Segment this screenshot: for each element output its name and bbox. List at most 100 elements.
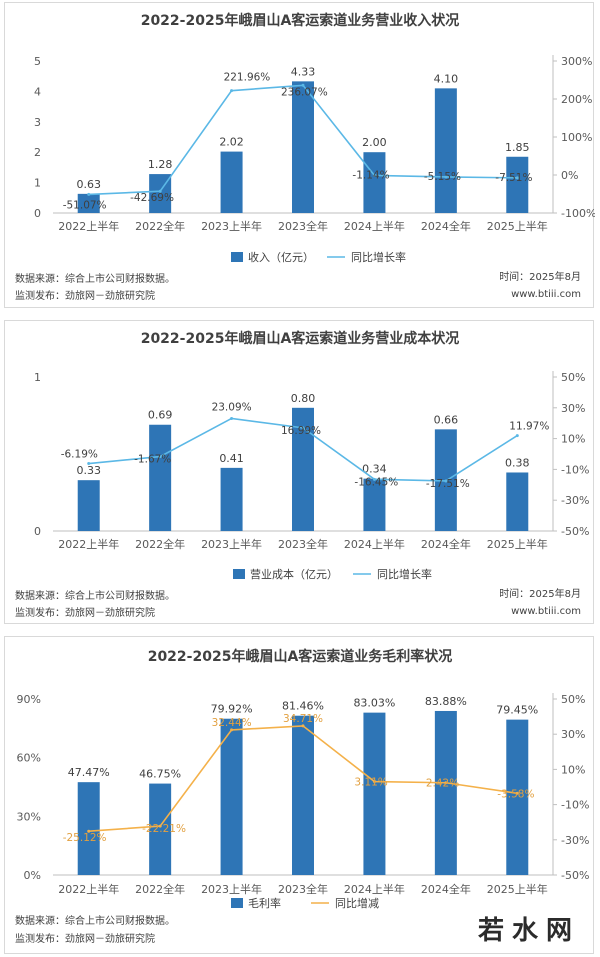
- growth-value-label: 16.99%: [281, 425, 321, 437]
- right-tick-label: 50%: [561, 693, 585, 706]
- watermark-logo: 若水网: [477, 916, 580, 946]
- bar: [220, 718, 243, 875]
- revenue-chart: 2022-2025年峨眉山A客运索道业务营业收入状况 0 1 2 3 4 5 -100% 0% 1…: [15, 12, 595, 302]
- bar: [220, 151, 243, 213]
- right-tick-label: -10%: [561, 463, 589, 476]
- growth-point: [230, 89, 234, 93]
- right-tick-label: -50%: [561, 525, 589, 538]
- bar: [220, 467, 243, 531]
- legend-bar-swatch: [231, 898, 243, 908]
- bar-value-label: 47.47%: [68, 766, 110, 779]
- bar-value-label: 0.33: [76, 464, 101, 477]
- chart-title: 2022-2025年峨眉山A客运索道业务毛利率状况: [148, 648, 453, 665]
- bar: [434, 88, 457, 213]
- right-tick-label: -100%: [561, 207, 595, 220]
- growth-value-label: -42.69%: [130, 192, 174, 204]
- growth-point: [158, 824, 162, 828]
- bar: [506, 472, 529, 531]
- bar-value-label: 2.00: [362, 136, 387, 149]
- bar: [77, 782, 100, 875]
- right-tick-label: 300%: [561, 55, 592, 68]
- growth-value-label: -5.15%: [424, 171, 461, 183]
- category-label: 2025上半年: [487, 882, 548, 896]
- legend-bar-label: 收入（亿元）: [248, 250, 314, 264]
- right-tick-label: 10%: [561, 433, 585, 446]
- footer-site: www.btiii.com: [511, 606, 581, 617]
- growth-value-label: -16.45%: [354, 476, 398, 488]
- bar-value-label: 79.92%: [211, 703, 253, 716]
- category-label: 2024全年: [421, 537, 471, 551]
- growth-value-label: -25.12%: [63, 832, 107, 844]
- growth-value-label: -3.58%: [497, 788, 534, 800]
- footer-source: 数据来源：综合上市公司财报数据。: [15, 914, 175, 927]
- footer-publisher: 监测发布：劲旅网－劲旅研究院: [15, 932, 155, 945]
- bar: [77, 193, 100, 213]
- growth-point: [301, 724, 305, 728]
- growth-point: [230, 728, 234, 732]
- growth-value-label: -7.51%: [495, 172, 532, 184]
- bar-value-label: 79.45%: [496, 704, 538, 717]
- growth-value-label: 221.96%: [224, 72, 271, 84]
- growth-point: [87, 462, 91, 466]
- growth-point: [444, 175, 448, 179]
- growth-value-label: 23.09%: [212, 401, 252, 413]
- right-tick-label: -10%: [561, 799, 589, 812]
- left-tick-label: 2: [34, 146, 41, 159]
- growth-point: [230, 416, 234, 420]
- bar-value-label: 46.75%: [139, 768, 181, 781]
- growth-value-label: -1.14%: [352, 169, 389, 181]
- bar-value-label: 83.03%: [353, 697, 395, 710]
- category-label: 2022上半年: [58, 219, 119, 233]
- footer-site: www.btiii.com: [511, 289, 581, 300]
- revenue-chart-panel: 2022-2025年峨眉山A客运索道业务营业收入状况 0 1 2 3 4 5 -100% 0% 1…: [4, 2, 595, 308]
- right-tick-label: 0%: [561, 169, 578, 182]
- cost-chart: 2022-2025年峨眉山A客运索道业务营业成本状况 0 1 -50% -30% -10%…: [15, 330, 589, 619]
- right-tick-label: 200%: [561, 93, 592, 106]
- growth-point: [515, 434, 519, 438]
- category-label: 2024全年: [421, 219, 471, 233]
- growth-value-label: 2.42%: [426, 778, 459, 790]
- chart-title: 2022-2025年峨眉山A客运索道业务营业成本状况: [141, 330, 460, 347]
- legend-line-label: 同比增长率: [351, 250, 406, 264]
- margin-chart: 2022-2025年峨眉山A客运索道业务毛利率状况 0% 30% 60% 90% -50%…: [15, 648, 589, 945]
- bar-value-label: 0.80: [291, 392, 316, 405]
- legend-bar-swatch: [233, 569, 245, 579]
- footer-time: 时间：2025年8月: [499, 270, 581, 283]
- right-tick-label: -30%: [561, 494, 589, 507]
- bar: [363, 478, 386, 531]
- bar: [292, 81, 314, 213]
- left-tick-label: 3: [34, 116, 41, 129]
- bar: [363, 152, 386, 213]
- bar-value-label: 1.85: [505, 141, 530, 154]
- category-label: 2024上半年: [344, 537, 405, 551]
- bar: [77, 480, 100, 531]
- category-label: 2022上半年: [58, 537, 119, 551]
- category-label: 2023上半年: [201, 219, 262, 233]
- growth-point: [515, 176, 519, 180]
- growth-value-label: -6.19%: [61, 449, 98, 461]
- left-tick-label: 4: [34, 85, 41, 98]
- growth-value-label: -22.21%: [142, 823, 186, 835]
- left-tick-label: 0: [34, 207, 41, 220]
- growth-point: [444, 781, 448, 785]
- bar-value-label: 0.66: [434, 413, 459, 426]
- bar-value-label: 0.41: [219, 452, 244, 465]
- category-label: 2022全年: [135, 219, 185, 233]
- growth-point: [515, 791, 519, 795]
- left-tick-label: 0%: [24, 869, 41, 882]
- bar-value-label: 4.33: [291, 65, 316, 78]
- legend-bar-label: 毛利率: [248, 896, 281, 910]
- legend-bar-swatch: [231, 252, 243, 262]
- footer-source: 数据来源：综合上市公司财报数据。: [15, 272, 175, 285]
- bar: [434, 710, 457, 875]
- growth-point: [301, 83, 305, 87]
- category-label: 2025上半年: [487, 219, 548, 233]
- bar: [149, 424, 172, 531]
- left-tick-label: 1: [34, 177, 41, 190]
- footer-time: 时间：2025年8月: [499, 587, 581, 600]
- bar-value-label: 1.28: [148, 158, 173, 171]
- legend-line-label: 同比增长率: [377, 567, 432, 581]
- right-tick-label: 30%: [561, 402, 585, 415]
- bar: [363, 712, 386, 875]
- growth-point: [87, 192, 91, 196]
